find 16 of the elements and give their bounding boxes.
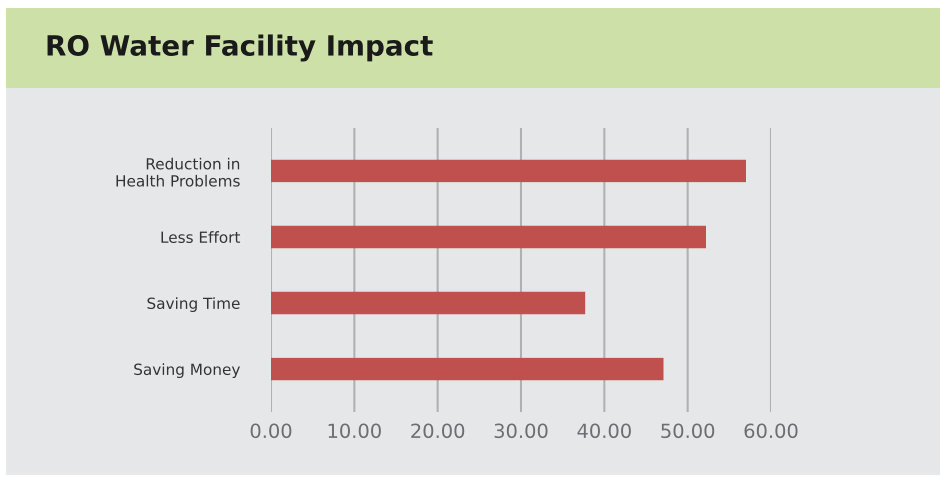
x-tick-label: 20.00 [411, 423, 464, 438]
x-tick-label: 40.00 [577, 423, 631, 438]
chart-title: RO Water Facility Impact [48, 34, 433, 62]
y-tick-label: Less Effort [161, 231, 240, 243]
x-tick-label: 30.00 [494, 423, 548, 438]
x-tick-label: 10.00 [328, 423, 381, 438]
bar [271, 160, 746, 182]
x-tick-label: 60.00 [744, 423, 798, 438]
x-tick-label: 50.00 [661, 423, 714, 438]
bar [271, 226, 706, 248]
y-tick-label: Saving Money [134, 363, 240, 378]
x-tick-label: 0.00 [250, 423, 292, 438]
bar [271, 292, 586, 314]
bar [271, 358, 664, 380]
y-tick-label: Reduction in Health Problems [116, 158, 240, 187]
y-tick-label: Saving Time [147, 297, 240, 312]
